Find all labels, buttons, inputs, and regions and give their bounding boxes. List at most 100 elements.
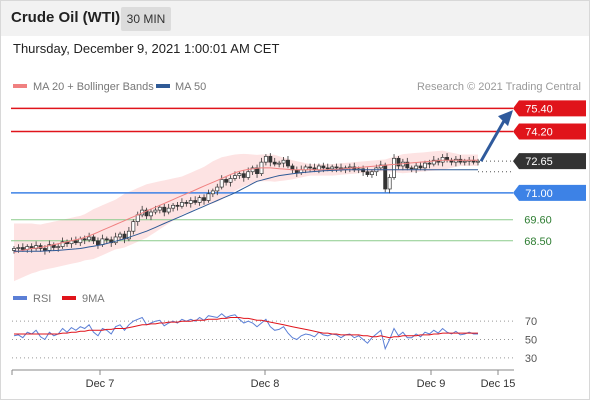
candle-body bbox=[308, 166, 313, 169]
candle-body bbox=[100, 238, 105, 245]
candle-body bbox=[224, 179, 229, 183]
last-price-label: 72.65 bbox=[525, 156, 553, 168]
legend-label-9ma: 9MA bbox=[82, 293, 105, 305]
candle-body bbox=[91, 236, 96, 242]
candle-body bbox=[87, 236, 92, 241]
level-label-75.40: 75.40 bbox=[525, 103, 553, 115]
level-label-71.00: 71.00 bbox=[525, 188, 553, 200]
forecast-arrow-head bbox=[498, 110, 513, 127]
candle-body bbox=[157, 206, 162, 211]
credit-text: Research © 2021 Trading Central bbox=[417, 81, 581, 93]
candle-body bbox=[241, 173, 246, 178]
forecast-arrow-shaft bbox=[479, 118, 507, 162]
candle-body bbox=[316, 165, 321, 171]
level-box-75.40 bbox=[513, 100, 586, 117]
candle-body bbox=[277, 162, 282, 165]
candle-body bbox=[250, 167, 255, 173]
candle-body bbox=[268, 156, 273, 163]
level-label-68.50: 68.50 bbox=[524, 236, 552, 248]
candle-body bbox=[272, 161, 277, 165]
x-tick-label: Dec 8 bbox=[251, 378, 280, 390]
candle-body bbox=[405, 161, 410, 169]
x-tick-label: Dec 9 bbox=[417, 378, 446, 390]
candle-body bbox=[171, 204, 176, 209]
candle-body bbox=[73, 240, 78, 244]
candle-body bbox=[188, 200, 193, 204]
candle-body bbox=[325, 167, 330, 170]
candle-body bbox=[476, 160, 480, 163]
candle-body bbox=[418, 165, 423, 169]
candle-body bbox=[60, 241, 65, 247]
candle-body bbox=[16, 247, 21, 249]
candle-body bbox=[96, 240, 100, 245]
candle-body bbox=[215, 186, 220, 192]
candle-body bbox=[281, 159, 286, 164]
candle-body bbox=[202, 197, 206, 201]
rsi-line bbox=[13, 313, 478, 351]
candle-body bbox=[144, 209, 149, 217]
candle-body bbox=[233, 175, 237, 179]
candle-body bbox=[42, 248, 47, 251]
candle-body bbox=[56, 246, 61, 248]
candle-body bbox=[423, 162, 427, 169]
candle-body bbox=[131, 221, 136, 232]
rsi-tick-label: 70 bbox=[525, 316, 537, 328]
candle-body bbox=[104, 238, 109, 241]
candle-body bbox=[82, 238, 87, 241]
candle-body bbox=[149, 211, 153, 217]
last-price-box bbox=[513, 153, 586, 170]
x-tick-label: Dec 7 bbox=[86, 378, 115, 390]
instrument-title: Crude Oil (WTI) bbox=[11, 9, 121, 26]
candle-body bbox=[118, 233, 123, 238]
candle-body bbox=[369, 171, 374, 175]
candle-body bbox=[184, 202, 189, 204]
legend-label-rsi: RSI bbox=[33, 293, 51, 305]
ma20-line bbox=[13, 159, 478, 253]
candle-body bbox=[179, 202, 184, 207]
candle-body bbox=[175, 204, 180, 207]
level-box-71.00 bbox=[513, 184, 586, 201]
candle-body bbox=[330, 166, 335, 170]
candle-body bbox=[162, 206, 167, 213]
level-box-74.20 bbox=[513, 123, 586, 140]
legend-label-ma50: MA 50 bbox=[175, 81, 206, 93]
candle-body bbox=[458, 158, 463, 163]
level-label-74.20: 74.20 bbox=[525, 126, 553, 138]
candle-body bbox=[453, 158, 458, 163]
candle-body bbox=[263, 156, 268, 163]
candle-body bbox=[193, 200, 198, 203]
x-tick-label: Dec 15 bbox=[481, 378, 516, 390]
candle-body bbox=[365, 171, 370, 175]
legend-label-ma20: MA 20 + Bollinger Bands bbox=[33, 81, 154, 93]
candle-body bbox=[126, 230, 131, 240]
rsi-ma-line bbox=[14, 317, 478, 339]
candle-body bbox=[12, 248, 16, 251]
candle-body bbox=[20, 247, 25, 250]
timeframe-button[interactable]: 30 MIN bbox=[121, 7, 171, 31]
candle-body bbox=[392, 157, 396, 178]
timestamp: Thursday, December 9, 2021 1:00:01 AM CE… bbox=[13, 41, 280, 56]
rsi-tick-label: 50 bbox=[525, 335, 537, 347]
candle-body bbox=[166, 207, 171, 213]
candle-body bbox=[396, 157, 401, 167]
candle-body bbox=[409, 167, 414, 170]
candle-body bbox=[206, 193, 211, 201]
candle-body bbox=[228, 178, 233, 183]
candle-body bbox=[219, 179, 224, 188]
header-bar: Crude Oil (WTI) 30 MIN bbox=[0, 0, 590, 36]
candle-body bbox=[383, 164, 388, 190]
candle-body bbox=[286, 159, 290, 167]
ma50-line bbox=[14, 169, 478, 252]
bollinger-band bbox=[14, 150, 478, 282]
candle-body bbox=[378, 164, 383, 169]
candle-body bbox=[334, 166, 339, 169]
candle-body bbox=[462, 160, 467, 163]
candle-body bbox=[113, 236, 118, 244]
candle-body bbox=[321, 165, 326, 169]
candle-body bbox=[197, 197, 202, 203]
candle-body bbox=[414, 165, 419, 170]
candle-body bbox=[431, 159, 436, 165]
candle-body bbox=[387, 177, 392, 190]
candle-body bbox=[153, 209, 158, 213]
level-label-69.60: 69.60 bbox=[524, 215, 552, 227]
